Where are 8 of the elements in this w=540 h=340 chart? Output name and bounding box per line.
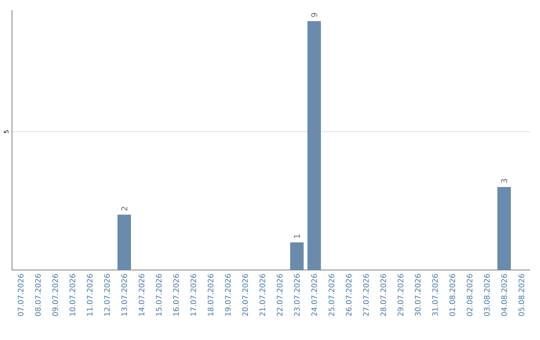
data-label: 3 [501, 179, 508, 183]
bar [290, 242, 304, 270]
data-label: 2 [121, 206, 128, 211]
data-label: 9 [311, 13, 318, 18]
bar [497, 187, 511, 270]
bar [117, 214, 131, 270]
data-label: 1 [294, 234, 300, 238]
bar [307, 21, 321, 270]
